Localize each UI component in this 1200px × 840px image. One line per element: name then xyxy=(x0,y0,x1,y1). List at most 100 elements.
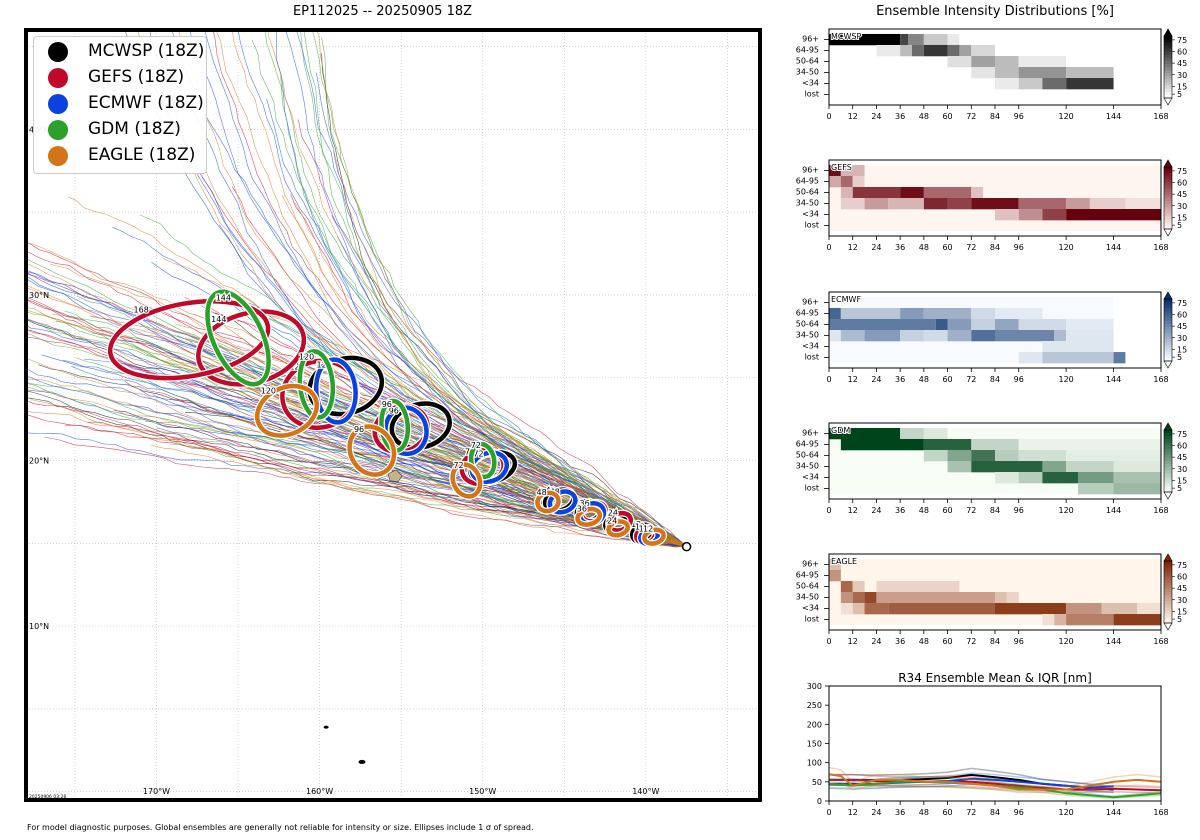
heatmap-cell xyxy=(995,472,1019,484)
colorbar-segment xyxy=(1164,302,1172,306)
r34-chart: R34 Ensemble Mean & IQR [nm] 0 50 100 150 200… xyxy=(807,671,1169,817)
heatmap-cell xyxy=(1018,78,1043,90)
heatmap-x-label: 60 xyxy=(942,637,952,646)
colorbar-segment xyxy=(1164,73,1172,77)
heatmap-x-label: 72 xyxy=(966,243,976,252)
colorbar-min-arrow xyxy=(1163,491,1173,500)
heatmap-x-label: 72 xyxy=(966,112,976,121)
colorbar-segment xyxy=(1164,188,1172,193)
heatmap-x-label: 96 xyxy=(1014,506,1024,515)
heatmap-cell xyxy=(864,603,889,615)
ellipse-label: 120 xyxy=(317,360,332,369)
ellipse-eagle-24 xyxy=(604,518,632,539)
ensemble-track-eagle xyxy=(267,30,687,547)
heatmap-x-label: 48 xyxy=(919,243,929,252)
colorbar-segment xyxy=(1164,191,1172,196)
colorbar-label: 30 xyxy=(1177,71,1187,80)
heatmap-cell xyxy=(1018,438,1161,451)
colorbar-segment xyxy=(1164,198,1172,202)
colorbar-segment xyxy=(1164,176,1172,180)
heatmap-cell xyxy=(1018,198,1067,210)
ensemble-track-ecmwf xyxy=(26,376,687,547)
heatmap-cell xyxy=(852,592,865,604)
ensemble-track-eagle xyxy=(316,30,687,547)
colorbar-segment xyxy=(1164,430,1172,434)
colorbar-min-arrow xyxy=(1163,97,1173,106)
colorbar-segment xyxy=(1164,445,1172,449)
colorbar-segment xyxy=(1164,70,1172,74)
colorbar-segment xyxy=(1164,299,1172,303)
ellipse-ring xyxy=(642,527,666,546)
ensemble-track-gdm xyxy=(76,295,687,547)
ensemble-track-gefs xyxy=(26,414,687,547)
island-small xyxy=(323,725,329,729)
colorbar-label: 45 xyxy=(1177,322,1187,331)
heatmap-cell xyxy=(852,186,901,199)
heatmap-x-label: 36 xyxy=(895,637,905,646)
legend-label-gefs: GEFS (18Z) xyxy=(88,67,185,87)
heatmap-cell xyxy=(900,186,924,199)
heatmap-cell xyxy=(1018,352,1043,364)
r34-iqr-upper-mcwsp xyxy=(829,767,1114,788)
heatmap-y-label: 96+ xyxy=(802,560,819,569)
legend-item-mcwsp: MCWSP (18Z) xyxy=(34,39,206,65)
heatmap-y-label: <34 xyxy=(802,79,819,88)
colorbar-max-arrow xyxy=(1163,291,1173,300)
colorbar-frame xyxy=(1163,166,1173,230)
heatmap-y-label: 64-95 xyxy=(796,177,819,186)
heatmap-cell xyxy=(923,198,948,210)
colorbar-segment xyxy=(1164,607,1172,611)
heatmap-cell xyxy=(1113,483,1161,495)
heatmap-x-label: 84 xyxy=(990,637,1000,646)
heatmap-cell xyxy=(852,175,865,188)
colorbar-max-arrow xyxy=(1163,28,1173,37)
heatmap-x-label: 0 xyxy=(826,375,831,384)
colorbar-segment xyxy=(1164,567,1172,571)
heatmap-cell xyxy=(912,44,924,57)
colorbar-segment xyxy=(1164,570,1172,574)
heatmap-cell xyxy=(947,318,972,331)
heatmap-cell xyxy=(923,33,948,46)
legend-label-mcwsp: MCWSP (18Z) xyxy=(88,41,205,61)
legend-marker-gefs xyxy=(48,68,68,88)
r34-title: R34 Ensemble Mean & IQR [nm] xyxy=(898,671,1092,685)
ensemble-track-eagle xyxy=(26,410,687,547)
colorbar-min-arrow xyxy=(1163,360,1173,369)
ellipse-label: 72 xyxy=(473,450,483,459)
colorbar-label: 30 xyxy=(1177,596,1187,605)
colorbar-segment xyxy=(1164,36,1172,40)
colorbar-segment xyxy=(1164,616,1172,621)
heatmap-cell xyxy=(923,449,948,462)
colorbar-segment xyxy=(1164,476,1172,480)
heatmap-cell xyxy=(852,603,865,615)
heatmap-cell xyxy=(876,580,960,593)
heatmap-y-label: 96+ xyxy=(802,429,819,438)
heatmap-cell xyxy=(829,558,841,571)
r34-y-label: 300 xyxy=(807,682,822,691)
colorbar-segment xyxy=(1164,579,1172,584)
heatmap-cell xyxy=(829,175,841,188)
heatmap-cell xyxy=(1089,198,1126,210)
colorbar-segment xyxy=(1164,91,1172,96)
ensemble-track-eagle xyxy=(26,357,687,547)
heatmap-x-label: 72 xyxy=(966,637,976,646)
colorbar-frame xyxy=(1163,560,1173,624)
heatmap-cell xyxy=(1042,341,1114,353)
map-timestamp: 20250906 03:26 xyxy=(29,794,66,800)
heatmap-gefs: 96+ 64-95 50-64 34-50 <34 lost GEFS 0 12 24 36 48 60… xyxy=(796,159,1187,252)
heatmap-cell xyxy=(1042,352,1114,364)
colorbar-segment xyxy=(1164,439,1172,443)
heatmap-cell xyxy=(1042,472,1078,484)
heatmap-y-label: 64-95 xyxy=(796,309,819,318)
r34-y-label: 200 xyxy=(807,720,822,729)
heatmap-x-label: 36 xyxy=(895,506,905,515)
heatmap-cell xyxy=(971,186,984,199)
colorbar-segment xyxy=(1164,582,1172,587)
ellipse-ring xyxy=(468,441,497,480)
r34-x-label: 0 xyxy=(826,808,831,817)
ellipse-eagle-96 xyxy=(346,423,398,479)
legend-label-eagle: EAGLE (18Z) xyxy=(88,145,196,165)
heatmap-y-label: <34 xyxy=(802,342,819,351)
heatmap-cell xyxy=(1101,603,1138,615)
heatmap-ecmwf: 96+ 64-95 50-64 34-50 <34 lost ECMWF 0 12 24 36 48 6… xyxy=(796,291,1187,384)
